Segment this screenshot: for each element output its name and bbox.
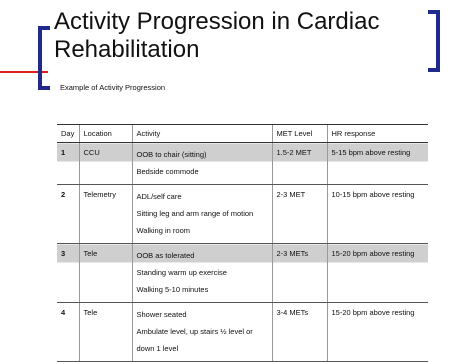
activity-item: Walking 5-10 minutes [136, 285, 209, 294]
activity-cell: Shower seated Ambulate level, up stairs ½… [131, 302, 272, 362]
activity-cell: OOB to chair (sitting) Bedside commode [131, 142, 272, 185]
met-cell: 2-3 METs [271, 243, 327, 303]
hr-cell: 15-20 bpm above resting [326, 302, 428, 362]
table-body: 1 CCU OOB to chair (sitting) Bedside commod… [57, 142, 428, 362]
table-row: 2 Telemetry ADL/self care Sitting leg and a… [57, 184, 428, 244]
activity-item: Bedside commode [136, 167, 199, 176]
location-cell: Tele [78, 302, 132, 362]
table-row: 1 CCU OOB to chair (sitting) Bedside commod… [57, 142, 428, 185]
table-row: 3 Tele OOB as tolerated Standing warm up ex… [57, 243, 428, 303]
met-cell: 3-4 METs [271, 302, 327, 362]
hr-cell: 5-15 bpm above resting [326, 142, 428, 185]
title: Activity Progression in Cardiac Rehabili… [54, 8, 380, 63]
met-cell: 1.5-2 MET [271, 142, 327, 185]
column-header: Day [57, 124, 79, 143]
hr-cell: 15-20 bpm above resting [326, 243, 428, 303]
table-row: 4 Tele Shower seated Ambulate level, up sta… [57, 302, 428, 362]
right-bracket [428, 10, 440, 72]
activity-item: OOB as tolerated [136, 251, 195, 260]
location-cell: CCU [78, 142, 132, 185]
column-header: HR response [326, 124, 428, 143]
left-bracket [38, 26, 50, 90]
column-header: Activity [131, 124, 272, 143]
hr-cell: 10-15 bpm above resting [326, 184, 428, 244]
column-header: MET Level [271, 124, 327, 143]
activity-item: Ambulate level, up stairs ½ level or dow… [136, 327, 253, 353]
activity-item: Shower seated [136, 310, 187, 319]
day-cell: 2 [57, 184, 79, 244]
activity-table: Day Location Activity MET Level HR response … [57, 124, 428, 362]
activity-cell: ADL/self care Sitting leg and arm range o… [131, 184, 272, 244]
activity-cell: OOB as tolerated Standing warm up exercis… [131, 243, 272, 303]
location-cell: Telemetry [78, 184, 132, 244]
day-cell: 4 [57, 302, 79, 362]
header-row: Day Location Activity MET Level HR response [57, 124, 428, 143]
met-cell: 2-3 MET [271, 184, 327, 244]
day-cell: 3 [57, 243, 79, 303]
activity-item: Walking in room [136, 226, 191, 235]
activity-item: OOB to chair (sitting) [136, 150, 207, 159]
column-header: Location [78, 124, 132, 143]
activity-item: Standing warm up exercise [136, 268, 227, 277]
day-cell: 1 [57, 142, 79, 185]
location-cell: Tele [78, 243, 132, 303]
subtitle: Example of Activity Progression [60, 83, 166, 92]
activity-item: Sitting leg and arm range of motion [136, 209, 254, 218]
activity-item: ADL/self care [136, 192, 182, 201]
